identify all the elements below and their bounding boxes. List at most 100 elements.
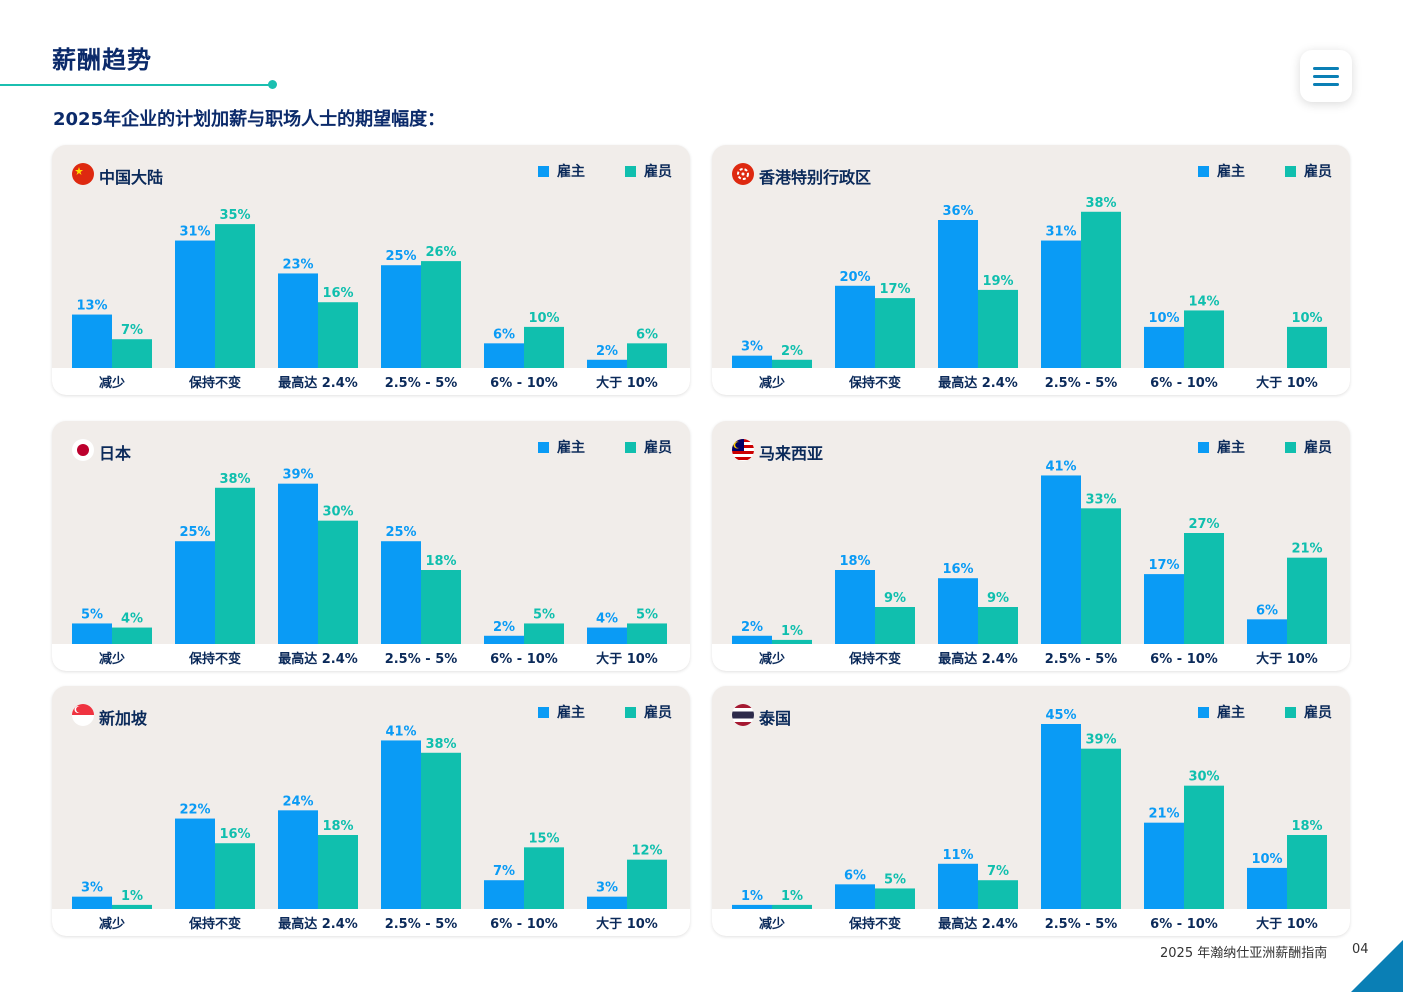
bar-employer: [175, 240, 215, 368]
x-tick-label: 6% - 10%: [1150, 652, 1218, 667]
x-tick-label: 6% - 10%: [490, 917, 558, 932]
x-tick-label: 2.5% - 5%: [1045, 376, 1118, 391]
x-tick-label: 2.5% - 5%: [1045, 917, 1118, 932]
bar-employer: [484, 635, 524, 644]
data-label: 12%: [631, 844, 662, 859]
data-label: 17%: [1148, 558, 1179, 573]
data-label: 36%: [942, 204, 973, 219]
data-label: 17%: [879, 282, 910, 297]
data-label: 45%: [1045, 708, 1076, 723]
data-label: 18%: [839, 554, 870, 569]
data-label: 41%: [385, 724, 416, 739]
legend-label: 雇主: [1217, 164, 1245, 180]
chart-legend: 雇主 雇员: [538, 437, 672, 457]
legend-label: 雇主: [557, 440, 585, 456]
data-label: 38%: [219, 472, 250, 487]
x-tick-label: 减少: [99, 651, 125, 667]
data-label: 1%: [781, 889, 803, 904]
legend-item: 雇主: [538, 437, 585, 457]
data-label: 13%: [76, 299, 107, 314]
x-axis-band: [52, 644, 690, 671]
bar-employer: [1144, 822, 1184, 909]
malaysia-flag-icon: [732, 439, 754, 461]
legend-swatch: [1198, 706, 1209, 718]
data-label: 41%: [1045, 459, 1076, 474]
bar-employee: [772, 639, 812, 644]
legend-swatch: [538, 165, 549, 177]
bar-employee: [421, 261, 461, 368]
chart-title: 香港特别行政区: [759, 168, 872, 187]
data-label: 1%: [781, 624, 803, 639]
data-label: 35%: [219, 208, 250, 223]
bar-employer: [72, 623, 112, 644]
chart-panel: 泰国 雇主 雇员 1% 1% 减少 6% 5% 保持不变 11% 7% 最高达 2.4% 45% 39% 2…: [712, 686, 1350, 936]
x-axis-band: [712, 909, 1350, 936]
bar-employer: [938, 220, 978, 368]
legend-item: 雇主: [538, 702, 585, 722]
china-flag-icon: [72, 163, 94, 185]
x-tick-label: 最高达 2.4%: [278, 375, 358, 391]
data-label: 6%: [1256, 603, 1278, 618]
chart-legend: 雇主 雇员: [1198, 437, 1332, 457]
bar-employee: [421, 570, 461, 644]
legend-item: 雇员: [625, 702, 672, 722]
data-label: 5%: [533, 607, 555, 622]
data-label: 27%: [1188, 517, 1219, 532]
bar-chart: 3% 2% 减少 20% 17% 保持不变 36% 19% 最高达 2.4% 31% 38% 2.5%…: [732, 196, 1327, 391]
bar-employer: [175, 818, 215, 909]
bar-employer: [732, 355, 772, 368]
legend-swatch: [625, 706, 636, 718]
data-label: 7%: [987, 864, 1009, 879]
bar-employer: [1247, 619, 1287, 644]
bar-employee: [1287, 557, 1327, 644]
x-tick-label: 大于 10%: [596, 375, 658, 391]
data-label: 11%: [942, 848, 973, 863]
x-tick-label: 2.5% - 5%: [385, 917, 458, 932]
x-axis-band: [712, 644, 1350, 671]
legend-label: 雇员: [644, 705, 672, 721]
chart-title: 日本: [99, 444, 132, 463]
legend-swatch: [625, 441, 636, 453]
singapore-flag-icon: [72, 704, 94, 726]
legend-item: 雇主: [538, 161, 585, 181]
bar-employer: [72, 896, 112, 909]
bar-employer: [732, 904, 772, 909]
bar-employee: [1287, 835, 1327, 909]
legend-label: 雇员: [644, 440, 672, 456]
bar-employer: [484, 343, 524, 368]
x-tick-label: 2.5% - 5%: [385, 376, 458, 391]
bar-chart: 13% 7% 减少 31% 35% 保持不变 23% 16% 最高达 2.4% 25% 26% 2.5…: [72, 208, 667, 391]
bar-employee: [978, 289, 1018, 368]
data-label: 10%: [1148, 311, 1179, 326]
legend-swatch: [1285, 441, 1296, 453]
x-tick-label: 最高达 2.4%: [278, 651, 358, 667]
x-tick-label: 减少: [759, 375, 785, 391]
data-label: 39%: [282, 468, 313, 483]
data-label: 3%: [741, 340, 763, 355]
bar-employer: [835, 884, 875, 909]
data-label: 2%: [741, 620, 763, 635]
bar-employee: [215, 224, 255, 368]
x-axis-band: [52, 909, 690, 936]
x-tick-label: 6% - 10%: [490, 376, 558, 391]
x-tick-label: 大于 10%: [1256, 375, 1318, 391]
data-label: 1%: [121, 889, 143, 904]
data-label: 38%: [1085, 196, 1116, 211]
bar-employee: [978, 607, 1018, 644]
data-label: 38%: [425, 737, 456, 752]
bar-employer: [1041, 724, 1081, 909]
bar-employer: [381, 740, 421, 909]
data-label: 10%: [1251, 852, 1282, 867]
legend-swatch: [1198, 441, 1209, 453]
footer-text: 2025 年瀚纳仕亚洲薪酬指南: [1160, 946, 1328, 961]
data-label: 6%: [493, 327, 515, 342]
data-label: 30%: [1188, 770, 1219, 785]
data-label: 21%: [1291, 542, 1322, 557]
bar-employee: [1287, 326, 1327, 368]
legend-label: 雇员: [1304, 164, 1332, 180]
legend-label: 雇主: [1217, 440, 1245, 456]
data-label: 5%: [636, 607, 658, 622]
legend-item: 雇主: [1198, 437, 1245, 457]
data-label: 19%: [982, 274, 1013, 289]
menu-button[interactable]: [1300, 50, 1352, 102]
